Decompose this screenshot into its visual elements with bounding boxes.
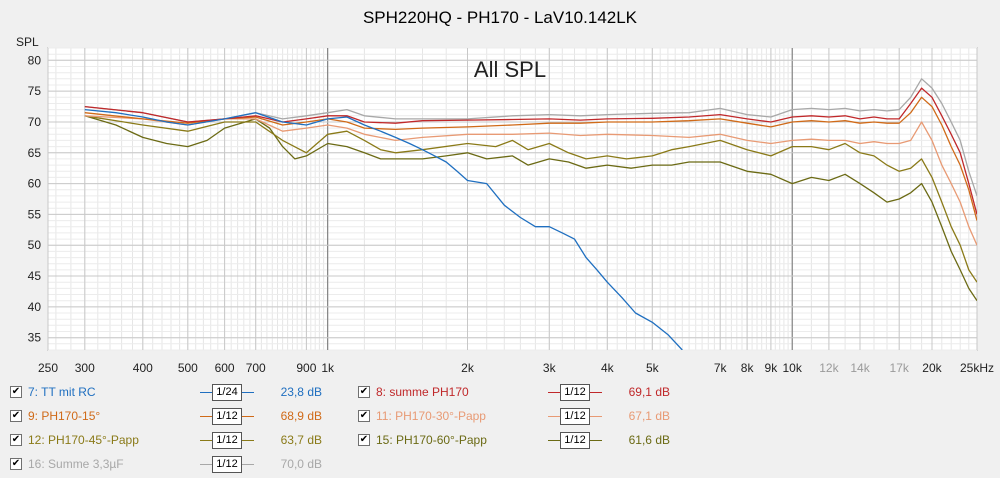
- smoothing-selector[interactable]: 1/12: [200, 407, 254, 425]
- y-axis-label: SPL: [16, 35, 39, 49]
- series-line-6[interactable]: [84, 78, 977, 197]
- smoothing-selector[interactable]: 1/12: [200, 455, 254, 473]
- x-tick-label: 9k: [765, 361, 779, 375]
- y-tick-label: 35: [28, 331, 42, 345]
- x-tick-label: 2k: [461, 361, 475, 375]
- series-level: 70,0 dB: [280, 457, 322, 471]
- x-tick-label: 250: [38, 361, 58, 375]
- legend-entry[interactable]: ✔ 12: PH170-45°-Papp 1/12 63,7 dB: [10, 430, 322, 450]
- series-checkbox[interactable]: ✔: [10, 410, 22, 422]
- y-tick-label: 80: [28, 53, 42, 67]
- x-tick-label: 17k: [890, 361, 910, 375]
- smoothing-value: 1/12: [560, 431, 590, 449]
- series-name: 8: summe PH170: [376, 385, 469, 399]
- series-level: 23,8 dB: [280, 385, 322, 399]
- series-name: 12: PH170-45°-Papp: [28, 433, 139, 447]
- series-layer: [84, 78, 977, 350]
- smoothing-selector[interactable]: 1/12: [548, 383, 602, 401]
- y-tick-label: 70: [28, 115, 42, 129]
- smoothing-value: 1/12: [212, 431, 242, 449]
- legend-entry[interactable]: ✔ 8: summe PH170 1/12 69,1 dB: [358, 382, 670, 402]
- series-checkbox[interactable]: ✔: [358, 434, 370, 446]
- smoothing-selector[interactable]: 1/12: [548, 431, 602, 449]
- smoothing-value: 1/24: [212, 383, 242, 401]
- x-tick-label: 3k: [543, 361, 557, 375]
- series-checkbox[interactable]: ✔: [10, 434, 22, 446]
- series-line-3[interactable]: [84, 115, 977, 246]
- smoothing-selector[interactable]: 1/24: [200, 383, 254, 401]
- smoothing-value: 1/12: [560, 407, 590, 425]
- x-tick-label: 500: [178, 361, 198, 375]
- x-tick-label: 5k: [646, 361, 660, 375]
- x-tick-label: 12k: [819, 361, 839, 375]
- y-tick-label: 55: [28, 207, 42, 221]
- y-tick-label: 75: [28, 84, 42, 98]
- major-grid: [47, 48, 978, 350]
- x-tick-label: 4k: [601, 361, 615, 375]
- legend-entry[interactable]: ✔ 11: PH170-30°-Papp 1/12 67,1 dB: [358, 406, 670, 426]
- x-tick-label: 1k: [321, 361, 335, 375]
- y-tick-label: 40: [28, 300, 42, 314]
- x-tick-label: 20k: [922, 361, 942, 375]
- series-level: 68,9 dB: [280, 409, 322, 423]
- smoothing-value: 1/12: [560, 383, 590, 401]
- legend-entry[interactable]: ✔ 9: PH170-15° 1/12 68,9 dB: [10, 406, 322, 426]
- x-tick-label: 25kHz: [960, 361, 994, 375]
- x-tick-label: 400: [133, 361, 153, 375]
- series-line-1[interactable]: [84, 87, 977, 215]
- legend-entry[interactable]: ✔ 16: Summe 3,3µF 1/12 70,0 dB: [10, 454, 322, 474]
- series-line-5[interactable]: [84, 115, 977, 302]
- smoothing-value: 1/12: [212, 407, 242, 425]
- window-title: SPH220HQ - PH170 - LaV10.142LK: [362, 8, 638, 27]
- series-name: 15: PH170-60°-Papp: [376, 433, 487, 447]
- x-tick-label: 7k: [714, 361, 728, 375]
- series-line-0[interactable]: [84, 108, 683, 350]
- x-tick-labels: 250 300 400 500 600 700 900 1k 2k 3k 4k 5k 7k 8k 9k 10k…: [38, 361, 994, 375]
- y-tick-label: 65: [28, 146, 42, 160]
- series-level: 67,1 dB: [628, 409, 670, 423]
- frequency-response-chart[interactable]: 35 40 45 50 55 60 65 70 75 80 250 300 400 500 600 700 9…: [0, 0, 1000, 380]
- y-tick-label: 50: [28, 238, 42, 252]
- x-tick-label: 10k: [782, 361, 802, 375]
- x-tick-label: 8k: [741, 361, 755, 375]
- x-tick-label: 14k: [850, 361, 870, 375]
- series-name: 9: PH170-15°: [28, 409, 101, 423]
- legend-entry[interactable]: ✔ 15: PH170-60°-Papp 1/12 61,6 dB: [358, 430, 670, 450]
- y-tick-labels: 35 40 45 50 55 60 65 70 75 80: [28, 53, 42, 344]
- legend-entry[interactable]: ✔ 7: TT mit RC 1/24 23,8 dB: [10, 382, 322, 402]
- series-name: 16: Summe 3,3µF: [28, 457, 124, 471]
- plot-title: All SPL: [474, 57, 546, 82]
- x-tick-label: 600: [215, 361, 235, 375]
- series-level: 63,7 dB: [280, 433, 322, 447]
- smoothing-selector[interactable]: 1/12: [200, 431, 254, 449]
- series-checkbox[interactable]: ✔: [10, 386, 22, 398]
- x-tick-label: 700: [246, 361, 266, 375]
- legend: ✔ 7: TT mit RC 1/24 23,8 dB ✔ 8: summe PH170 1…: [0, 380, 1000, 478]
- x-tick-label: 900: [296, 361, 316, 375]
- y-tick-label: 45: [28, 269, 42, 283]
- y-tick-label: 60: [28, 177, 42, 191]
- series-name: 11: PH170-30°-Papp: [376, 409, 486, 423]
- series-line-2[interactable]: [84, 96, 977, 221]
- series-checkbox[interactable]: ✔: [358, 386, 370, 398]
- series-line-4[interactable]: [84, 115, 977, 283]
- x-tick-label: 300: [75, 361, 95, 375]
- series-name: 7: TT mit RC: [28, 385, 96, 399]
- series-checkbox[interactable]: ✔: [10, 458, 22, 470]
- series-level: 61,6 dB: [628, 433, 670, 447]
- smoothing-selector[interactable]: 1/12: [548, 407, 602, 425]
- series-checkbox[interactable]: ✔: [358, 410, 370, 422]
- series-level: 69,1 dB: [628, 385, 670, 399]
- smoothing-value: 1/12: [212, 455, 242, 473]
